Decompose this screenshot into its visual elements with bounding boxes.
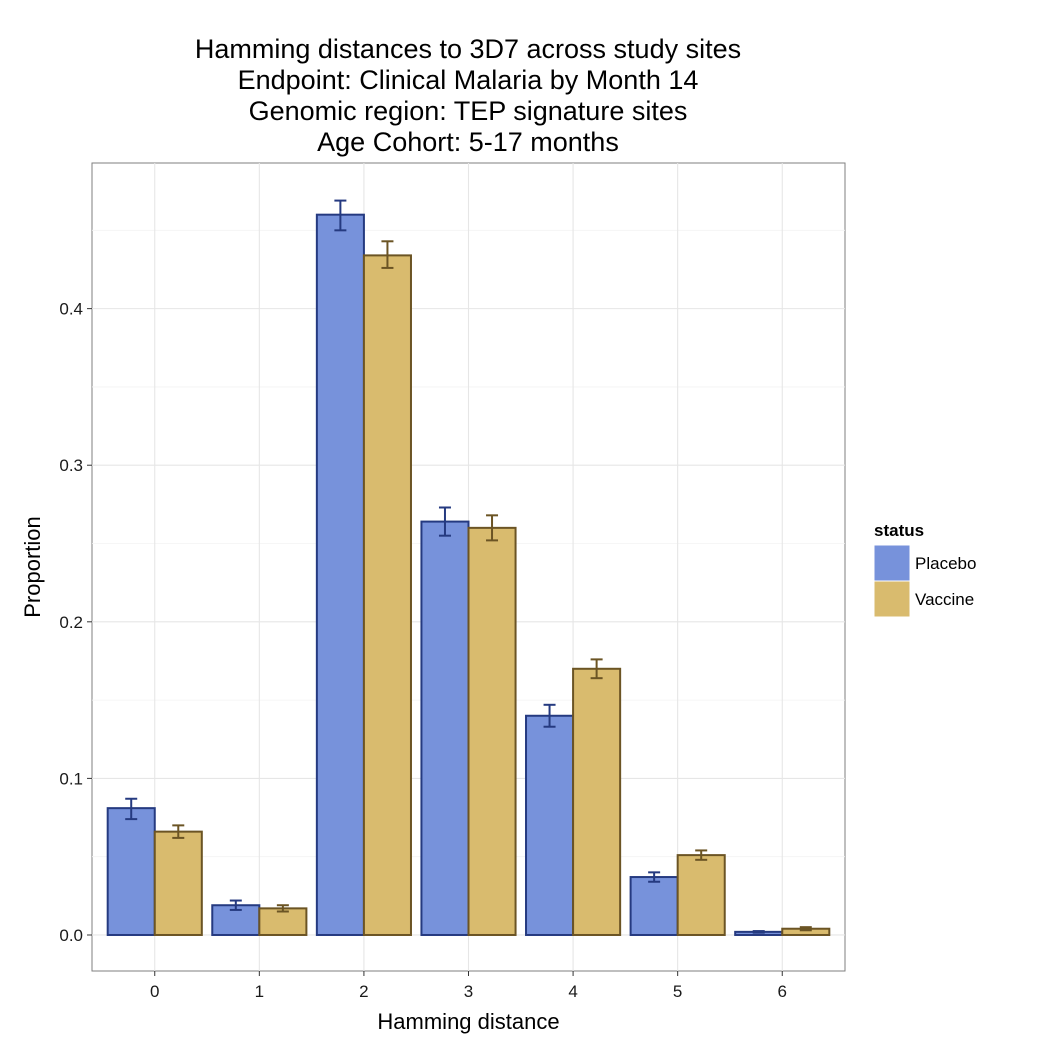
legend: status Placebo Vaccine (873, 521, 976, 618)
legend-title: status (874, 521, 924, 540)
x-tick-label: 0 (150, 982, 159, 1001)
x-tick-label: 3 (464, 982, 473, 1001)
error-bar-placebo-0 (125, 797, 138, 821)
y-axis: 0.0 0.1 0.2 0.3 0.4 (59, 300, 92, 945)
legend-key-placebo (873, 544, 911, 582)
y-tick-label: 0.1 (59, 769, 83, 788)
x-axis-title: Hamming distance (377, 1009, 559, 1034)
y-tick-label: 0.3 (59, 456, 83, 475)
error-bar-vaccine-5 (695, 849, 708, 861)
bar-vaccine-1 (258, 907, 308, 936)
error-bar-placebo-3 (438, 506, 451, 537)
bar-placebo-0 (106, 807, 156, 936)
bars (106, 213, 831, 936)
x-tick-label: 4 (568, 982, 577, 1001)
error-bar-vaccine-2 (381, 240, 394, 269)
title-line: Endpoint: Clinical Malaria by Month 14 (238, 65, 699, 95)
error-bar-placebo-5 (648, 871, 661, 883)
x-axis: 0 1 2 3 4 5 6 (150, 971, 787, 1001)
legend-label-placebo: Placebo (915, 554, 976, 573)
error-bars (125, 199, 812, 934)
bar-placebo-5 (629, 876, 679, 936)
error-bar-vaccine-4 (590, 658, 603, 680)
y-tick-label: 0.4 (59, 300, 83, 319)
legend-label-vaccine: Vaccine (915, 590, 974, 609)
error-bar-placebo-1 (229, 899, 242, 911)
x-tick-label: 1 (255, 982, 264, 1001)
bar-vaccine-3 (467, 526, 517, 936)
chart-title: Hamming distances to 3D7 across study si… (195, 34, 741, 157)
y-axis-title: Proportion (20, 516, 45, 618)
title-line: Age Cohort: 5-17 months (317, 127, 619, 157)
bar-placebo-2 (315, 213, 365, 936)
y-tick-label: 0.2 (59, 613, 83, 632)
bar-placebo-4 (525, 714, 575, 936)
bar-vaccine-5 (676, 854, 726, 936)
error-bar-placebo-2 (334, 199, 347, 232)
error-bar-vaccine-6 (799, 926, 812, 932)
bar-vaccine-0 (153, 830, 203, 936)
bar-placebo-3 (420, 520, 470, 936)
error-bar-vaccine-3 (486, 514, 499, 542)
x-tick-label: 6 (778, 982, 787, 1001)
y-tick-label: 0.0 (59, 926, 83, 945)
error-bar-vaccine-0 (172, 824, 185, 839)
error-bar-vaccine-1 (276, 904, 289, 913)
x-tick-label: 5 (673, 982, 682, 1001)
x-tick-label: 2 (359, 982, 368, 1001)
bar-vaccine-2 (362, 254, 412, 936)
legend-key-vaccine (873, 580, 911, 618)
title-line: Hamming distances to 3D7 across study si… (195, 34, 741, 64)
bar-vaccine-4 (572, 667, 622, 936)
title-line: Genomic region: TEP signature sites (249, 96, 688, 126)
error-bar-placebo-6 (752, 930, 765, 934)
error-bar-placebo-4 (543, 703, 556, 728)
